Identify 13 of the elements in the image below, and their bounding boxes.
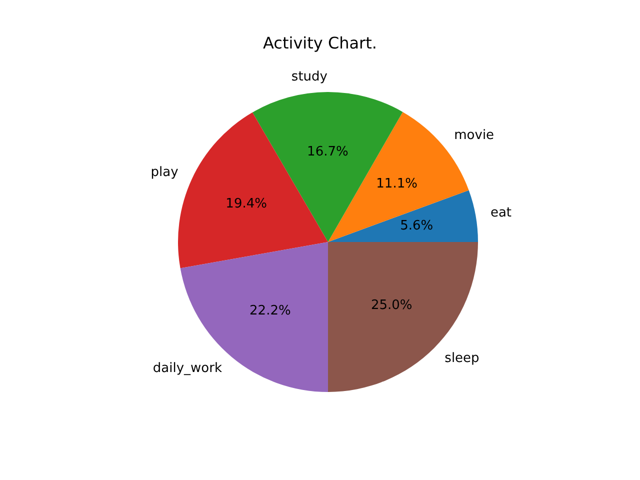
data-label: 5.6% — [400, 218, 434, 234]
slice-label: play — [150, 165, 179, 180]
slice-label: eat — [490, 206, 512, 221]
data-label: 19.4% — [226, 196, 267, 212]
slice-label: study — [291, 70, 328, 84]
data-label: 11.1% — [376, 176, 418, 192]
data-label: 22.2% — [250, 303, 291, 318]
slice-label: movie — [454, 128, 494, 144]
slice-label: sleep — [444, 351, 480, 366]
data-label: 25.0% — [370, 298, 412, 314]
data-label: 16.7% — [307, 144, 348, 160]
slice-label: daily_work — [152, 360, 222, 376]
chart-title: Activity Chart. — [263, 34, 377, 52]
